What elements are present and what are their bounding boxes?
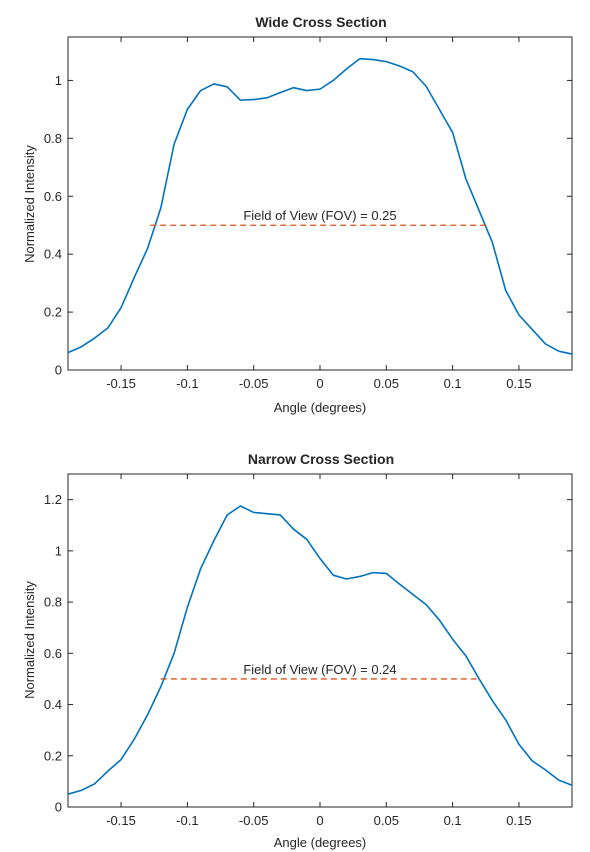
tick-marks [68, 37, 572, 371]
x-tick-label: -0.05 [239, 813, 269, 828]
x-tick-label: 0.05 [374, 813, 399, 828]
x-tick-label: 0.15 [506, 813, 531, 828]
wide-cross-section-chart: Wide Cross Section -0.15 -0.1 -0.05 0 0.05 0.… [22, 14, 573, 415]
intensity-profile-line [67, 505, 573, 795]
x-tick-label: 0.15 [506, 376, 531, 391]
plot-area-frame [67, 36, 573, 371]
chart-title: Narrow Cross Section [248, 451, 394, 467]
y-axis-label: Normalized Intensity [22, 581, 37, 699]
y-tick-label: 0.2 [44, 748, 62, 763]
x-tick-label: -0.1 [176, 376, 198, 391]
y-tick-label: 1 [55, 73, 62, 88]
x-tick-label: 0 [316, 813, 323, 828]
x-tick-label: 0.1 [444, 813, 462, 828]
plot-area-frame [67, 473, 573, 808]
x-axis-label: Angle (degrees) [274, 400, 367, 415]
tick-marks [68, 474, 572, 808]
x-tick-label: -0.05 [239, 376, 269, 391]
x-tick-label: 0 [316, 376, 323, 391]
y-tick-label: 0.4 [44, 247, 62, 262]
series-group [67, 505, 573, 795]
y-tick-label: 0 [55, 800, 62, 815]
y-tick-label: 1 [55, 543, 62, 558]
x-tick-label: 0.1 [444, 376, 462, 391]
y-tick-label: 1.2 [44, 492, 62, 507]
narrow-cross-section-chart: Narrow Cross Section -0.15 -0.1 -0.05 0 0.05… [22, 451, 573, 850]
y-tick-label: 0.4 [44, 697, 62, 712]
x-tick-label: -0.15 [106, 813, 136, 828]
y-tick-label: 0.6 [44, 189, 62, 204]
y-tick-labels: 0 0.2 0.4 0.6 0.8 1 [44, 73, 62, 378]
y-tick-label: 0.8 [44, 595, 62, 610]
fov-annotation: Field of View (FOV) = 0.24 [243, 662, 396, 677]
intensity-profile-line [67, 57, 573, 355]
x-tick-labels: -0.15 -0.1 -0.05 0 0.05 0.1 0.15 [106, 376, 531, 391]
x-tick-label: -0.15 [106, 376, 136, 391]
x-tick-label: -0.1 [176, 813, 198, 828]
y-tick-label: 0.8 [44, 131, 62, 146]
x-tick-label: 0.05 [374, 376, 399, 391]
chart-title: Wide Cross Section [255, 14, 386, 30]
y-tick-label: 0.6 [44, 646, 62, 661]
y-tick-labels: 0 0.2 0.4 0.6 0.8 1 1.2 [44, 492, 62, 814]
fov-annotation: Field of View (FOV) = 0.25 [243, 208, 396, 223]
y-tick-label: 0.2 [44, 305, 62, 320]
x-tick-labels: -0.15 -0.1 -0.05 0 0.05 0.1 0.15 [106, 813, 531, 828]
x-axis-label: Angle (degrees) [274, 835, 367, 850]
y-axis-label: Normalized Intensity [22, 145, 37, 263]
y-tick-label: 0 [55, 363, 62, 378]
series-group [67, 57, 573, 355]
